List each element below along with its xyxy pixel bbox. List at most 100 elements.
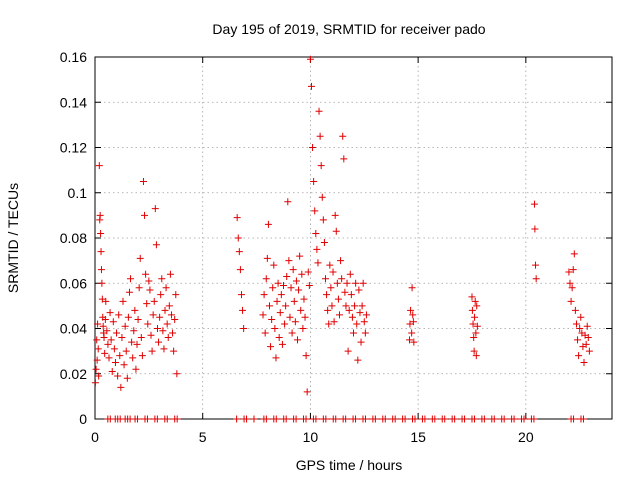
data-point [109, 318, 117, 326]
y-tick-label: 0.1 [68, 185, 88, 201]
data-point [134, 315, 142, 323]
y-axis-label: SRMTID / TECUs [5, 183, 21, 293]
zero-data-point [391, 415, 399, 423]
x-tick-label: 5 [199, 429, 207, 445]
data-point [159, 327, 167, 335]
data-point [137, 334, 145, 342]
data-point [470, 347, 478, 355]
data-point [348, 313, 356, 321]
data-point [273, 297, 281, 305]
zero-data-point [233, 415, 241, 423]
data-point [128, 338, 136, 346]
data-point [104, 340, 112, 348]
zero-data-point [431, 415, 439, 423]
zero-data-point [381, 415, 389, 423]
data-point [357, 338, 365, 346]
data-point [530, 200, 538, 208]
data-point [574, 336, 582, 344]
data-point [108, 367, 116, 375]
data-point [472, 329, 480, 337]
data-point [264, 220, 272, 228]
zero-data-point [134, 415, 142, 423]
data-point [303, 388, 311, 396]
data-point [133, 340, 141, 348]
data-point [328, 302, 336, 310]
data-point [147, 331, 155, 339]
data-point [302, 352, 310, 360]
data-point [356, 309, 364, 317]
data-point [118, 334, 126, 342]
data-point [151, 205, 159, 213]
zero-data-point [461, 415, 469, 423]
data-point [292, 277, 300, 285]
zero-data-point [361, 415, 369, 423]
data-point [131, 306, 139, 314]
data-point [271, 325, 279, 332]
data-point [120, 361, 128, 369]
zero-data-point [520, 415, 528, 423]
data-point [156, 313, 164, 321]
data-point [92, 365, 100, 373]
data-point [270, 261, 278, 269]
data-point [352, 279, 360, 287]
data-point [114, 372, 122, 380]
data-point [341, 288, 349, 296]
data-point [409, 311, 417, 319]
data-point [94, 320, 102, 328]
data-point [144, 320, 152, 328]
y-tick-label: 0.06 [60, 275, 87, 291]
data-point [311, 207, 319, 215]
data-point [347, 291, 355, 299]
data-point [320, 239, 328, 247]
data-point [99, 322, 107, 330]
data-point [265, 302, 273, 310]
data-point [127, 275, 135, 283]
data-point [532, 261, 540, 269]
zero-data-point [401, 415, 409, 423]
data-point [150, 297, 158, 305]
data-point [307, 82, 315, 90]
data-point [582, 340, 590, 348]
zero-data-point [451, 415, 459, 423]
data-point [121, 322, 129, 330]
data-point [143, 300, 151, 308]
data-point [278, 340, 286, 348]
data-point [279, 282, 287, 290]
data-point [263, 254, 271, 262]
zero-data-point [411, 415, 419, 423]
data-point [359, 279, 367, 287]
data-point [333, 279, 341, 287]
zero-data-point [312, 415, 320, 423]
data-point [330, 318, 338, 326]
data-point [584, 334, 592, 342]
data-point [407, 306, 415, 314]
data-point [331, 211, 339, 219]
data-point [164, 334, 172, 342]
data-point [568, 284, 576, 292]
data-point [317, 162, 325, 170]
zero-data-point [480, 415, 488, 423]
data-point [160, 345, 168, 353]
data-point [329, 268, 337, 276]
data-point [316, 132, 324, 140]
data-point [123, 374, 131, 382]
data-point [138, 352, 146, 360]
zero-data-point [250, 415, 258, 423]
data-point [240, 325, 248, 332]
data-point [110, 345, 118, 353]
data-point [162, 284, 170, 292]
data-point [301, 313, 309, 321]
data-point [117, 383, 125, 391]
data-point [125, 288, 133, 296]
data-point [102, 297, 110, 305]
data-point [93, 336, 101, 344]
data-point [315, 107, 323, 115]
data-point [122, 347, 130, 355]
data-point [136, 254, 144, 262]
zero-data-point [352, 415, 360, 423]
data-point [408, 329, 416, 337]
data-point [275, 334, 283, 342]
zero-data-point [153, 415, 161, 423]
data-point [469, 320, 477, 328]
